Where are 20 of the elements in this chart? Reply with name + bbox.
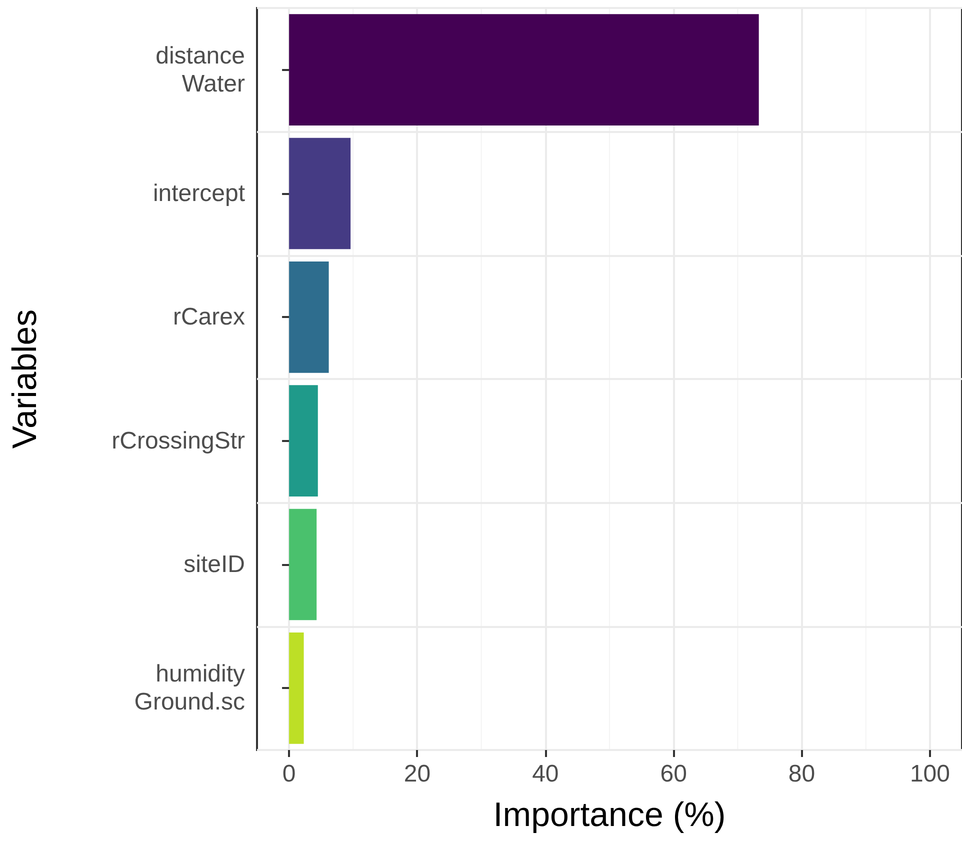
y-tick-label: rCarex bbox=[172, 304, 245, 331]
bar bbox=[289, 632, 304, 744]
x-tick-label: 100 bbox=[910, 760, 950, 788]
y-tick-label: intercept bbox=[152, 180, 246, 207]
bar bbox=[289, 138, 351, 250]
y-axis-title: Variables bbox=[6, 309, 44, 449]
y-tick-label: siteID bbox=[184, 551, 245, 578]
x-tick-label: 80 bbox=[788, 760, 816, 788]
x-tick-label: 60 bbox=[660, 760, 687, 788]
x-tick-label: 0 bbox=[282, 760, 296, 788]
x-axis-title: Importance (%) bbox=[493, 796, 726, 834]
y-tick-label: humidity Ground.sc bbox=[134, 660, 245, 716]
bar bbox=[289, 262, 329, 373]
bar bbox=[289, 385, 318, 496]
y-tick-label: rCrossingStr bbox=[112, 427, 246, 454]
bar bbox=[289, 508, 317, 620]
x-tick-label: 40 bbox=[532, 760, 559, 788]
y-tick-label: distance Water bbox=[156, 42, 245, 98]
bar bbox=[289, 14, 759, 126]
x-tick-label: 20 bbox=[404, 760, 431, 788]
